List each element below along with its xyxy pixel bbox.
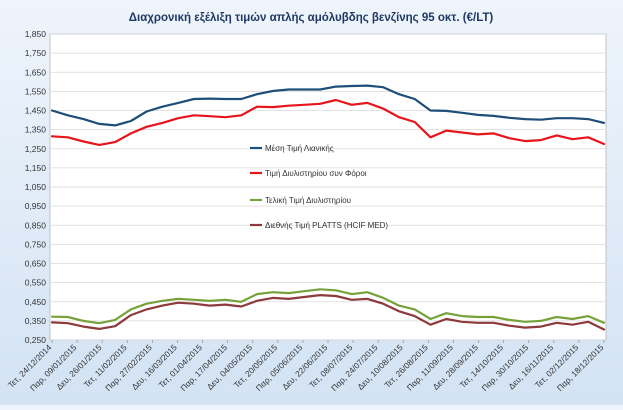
- y-tick-label: 1,350: [25, 125, 47, 135]
- y-tick-label: 0,950: [25, 201, 47, 211]
- legend-label: Διεθνής Τιμή PLATTS (HCIF MED): [265, 221, 388, 230]
- series-line-1: [50, 84, 606, 127]
- y-tick-label: 1,050: [25, 182, 47, 192]
- chart-title: Διαχρονική εξέλιξη τιμών απλής αμόλυβδης…: [129, 12, 494, 24]
- legend-label: Μέση Τιμή Λιανικής: [265, 144, 334, 153]
- y-tick-label: 1,650: [25, 67, 47, 77]
- y-tick-label: 0,250: [25, 335, 47, 345]
- y-tick-label: 1,750: [25, 48, 47, 58]
- legend: Μέση Τιμή Λιανικής Τιμή Διυλιστηρίου συν …: [250, 144, 388, 230]
- series-line-2: [50, 98, 606, 146]
- y-tick-label: 1,550: [25, 86, 47, 96]
- y-tick-label: 0,750: [25, 239, 47, 249]
- y-tick-label: 0,450: [25, 297, 47, 307]
- y-tick-label: 0,850: [25, 220, 47, 230]
- y-tick-label: 1,450: [25, 106, 47, 116]
- y-tick-label: 0,350: [25, 316, 47, 326]
- y-tick-label: 1,850: [25, 29, 47, 39]
- y-tick-label: 1,150: [25, 163, 47, 173]
- legend-label: Τελική Τιμή Διυλιστηρίου: [265, 196, 351, 205]
- y-tick-label: 0,650: [25, 259, 47, 269]
- y-tick-label: 1,250: [25, 144, 47, 154]
- y-axis-ticks: 1,850 1,750 1,650 1,550 1,450 1,350 1,250 1,150…: [25, 29, 47, 345]
- legend-label: Τιμή Διυλιστηρίου συν Φόροι: [265, 169, 367, 178]
- series-line-3: [50, 288, 606, 325]
- y-tick-label: 0,550: [25, 278, 47, 288]
- series-lines: [50, 84, 606, 331]
- series-line-4: [50, 294, 606, 331]
